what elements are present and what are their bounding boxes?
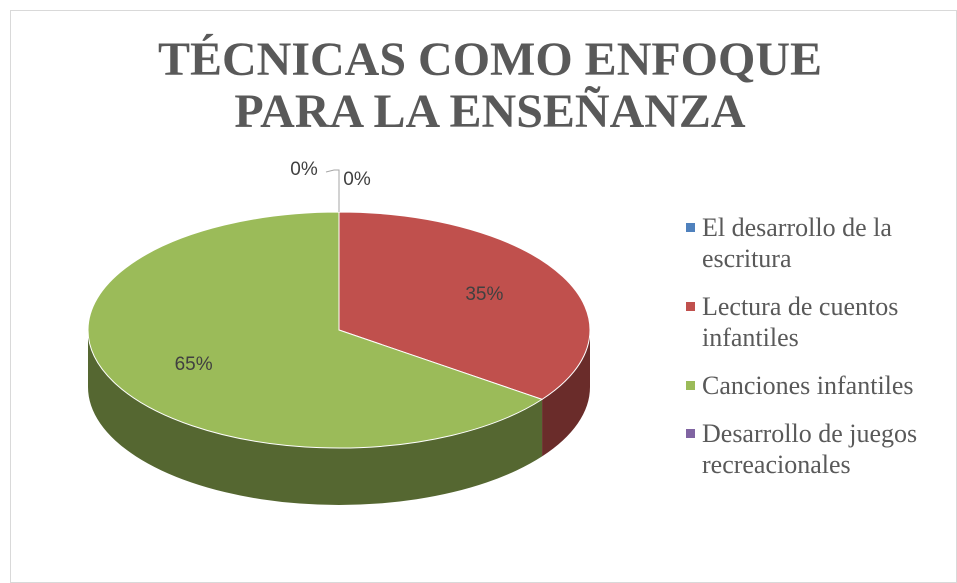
chart-title: TÉCNICAS COMO ENFOQUE PARA LA ENSEÑANZA: [157, 33, 823, 138]
legend-label: Lectura de cuentos infantiles: [702, 292, 899, 352]
legend-entry: Lectura de cuentos infantiles: [684, 291, 954, 353]
legend-swatch: [686, 223, 695, 232]
legend-label: Desarrollo de juegos recreacionales: [702, 419, 918, 479]
slice: [338, 211, 591, 400]
legend-label: El desarrollo de la escritura: [702, 213, 892, 273]
data-label: 65%: [175, 354, 213, 375]
legend-entry: Canciones infantiles: [684, 370, 954, 401]
legend-label: Canciones infantiles: [702, 371, 914, 400]
legend-swatch: [686, 381, 695, 390]
data-label: 35%: [465, 284, 503, 305]
legend-entry: El desarrollo de la escritura: [684, 212, 954, 274]
pie: 0% 35% 65% 0%: [87, 159, 591, 505]
legend: El desarrollo de la escritura Lectura de …: [684, 212, 954, 497]
leader-line: [325, 169, 340, 212]
slice: [87, 211, 544, 449]
legend-swatch: [686, 429, 695, 438]
data-label: 0%: [290, 159, 318, 180]
slice-side: [88, 330, 543, 505]
legend-entry: Desarrollo de juegos recreacionales: [684, 418, 954, 480]
legend-swatch: [686, 302, 695, 311]
slice-side: [542, 330, 590, 457]
data-label: 0%: [343, 169, 371, 190]
